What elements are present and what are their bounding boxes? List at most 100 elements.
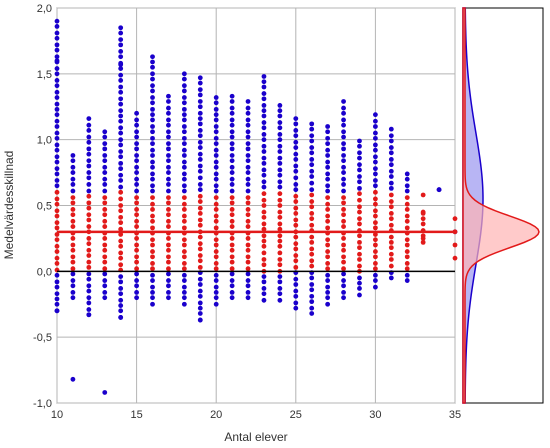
data-point [70,236,76,241]
data-point [150,249,155,254]
data-point [373,242,378,248]
data-point [341,182,346,187]
data-point [134,129,140,135]
data-point [325,249,331,254]
data-point [150,195,155,201]
data-point [309,211,315,216]
data-point [309,192,315,198]
data-point [245,129,251,135]
data-point [404,261,410,266]
data-point [181,153,187,158]
data-point [54,159,60,165]
data-point [293,288,299,294]
data-point [134,188,140,194]
data-point [373,196,378,202]
data-point [293,276,299,282]
data-point [181,176,187,182]
data-point [134,218,140,224]
data-point [277,184,283,190]
data-point [245,218,251,224]
data-point [118,203,124,208]
data-point [245,188,251,194]
data-point [357,179,362,185]
data-point [229,207,235,212]
data-point [197,305,203,311]
data-point [102,224,108,229]
data-point [277,243,283,249]
data-point [118,54,124,60]
data-point [118,243,124,249]
data-point [325,295,331,301]
data-point [118,308,124,314]
data-point [388,204,394,210]
data-point [325,147,331,153]
data-point [325,266,331,272]
data-point [213,141,219,147]
data-point [54,24,60,29]
data-point [54,301,60,307]
data-point [341,188,346,194]
data-point [166,170,171,175]
data-point [404,188,410,194]
data-point [245,105,251,111]
data-point [261,149,267,154]
data-point [118,214,124,220]
data-point [102,254,108,260]
data-point [388,251,394,257]
data-point [261,96,267,102]
data-point [54,135,60,141]
data-point [341,200,346,206]
data-point [166,141,171,147]
data-point [134,176,140,182]
data-point [245,117,251,123]
data-point [166,236,171,241]
data-point [197,121,203,127]
data-point [261,113,267,119]
data-point [245,99,251,104]
data-point [150,54,155,60]
data-point [245,259,251,265]
data-point [213,153,219,158]
data-point [293,175,299,181]
data-point [261,125,267,131]
data-point [213,112,219,118]
data-point [309,311,315,316]
data-point [261,274,267,279]
data-point [134,164,140,170]
data-point [293,168,299,174]
data-point [181,272,187,278]
data-point [277,209,283,215]
data-point [404,225,410,231]
data-point [197,110,203,116]
data-point [388,234,394,240]
data-point [213,183,219,189]
data-point [388,263,394,269]
data-point [181,237,187,243]
data-point [102,164,108,170]
data-point [325,195,331,201]
data-point [325,129,331,135]
data-point [86,217,92,223]
x-tick-label: 10 [51,409,63,421]
data-point [261,167,267,173]
data-point [261,120,267,125]
data-point [341,176,346,182]
data-point [197,288,203,294]
data-point [341,134,346,140]
data-point [118,25,124,31]
data-point [404,249,410,254]
data-point [213,242,219,248]
reference-lines [57,230,455,273]
data-point [261,233,267,239]
data-point [102,141,108,147]
x-tick-label: 25 [290,409,302,421]
scatter-points [54,18,458,395]
data-point [86,128,92,133]
data-point [373,171,378,177]
data-point [373,135,378,141]
data-point [245,195,251,201]
data-point [134,158,140,164]
data-point [70,170,76,175]
data-point [357,150,362,156]
data-point [118,208,124,214]
